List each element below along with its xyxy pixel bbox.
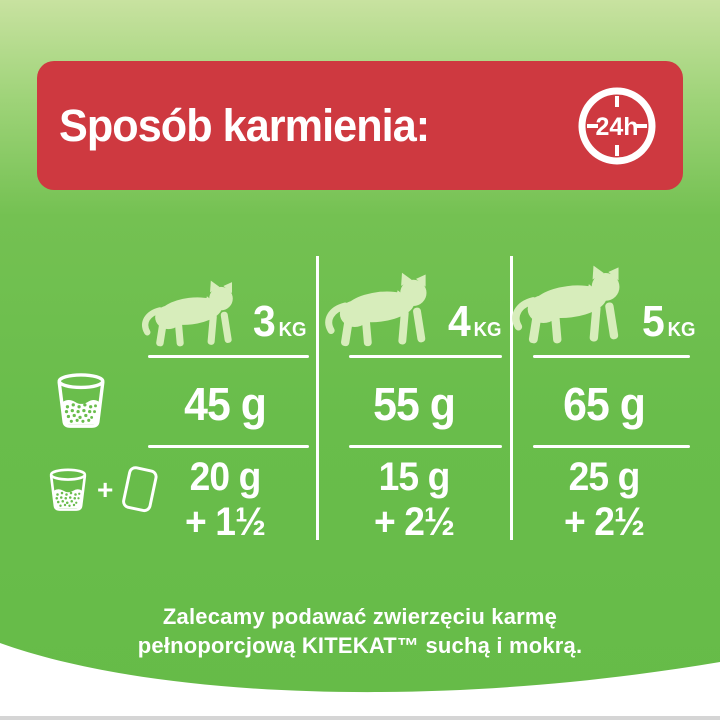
weight-label: 5 KG [641, 296, 695, 346]
bottom-edge-line [0, 716, 720, 720]
weight-unit: KG [473, 319, 502, 341]
weight-label: 3 KG [253, 296, 307, 346]
cat-silhouette-icon [141, 279, 243, 348]
weight-unit: KG [667, 319, 695, 341]
weight-value: 5 [641, 296, 665, 346]
mixed-pouch-amount: + 1½ [184, 500, 266, 544]
footer-note: Zalecamy podawać zwierzęciu karmę pełnop… [0, 602, 720, 660]
mixed-pouch-amount: + 2½ [373, 500, 455, 544]
footer-line-1: Zalecamy podawać zwierzęciu karmę [162, 604, 558, 629]
column-divider-2 [510, 256, 513, 540]
cat-silhouette-icon [324, 271, 438, 348]
mixed-pouch-amount: + 2½ [563, 500, 645, 544]
weight-unit: KG [278, 319, 307, 341]
row-divider [349, 445, 502, 448]
bottom-curve [0, 643, 720, 720]
mixed-amount-cell-4kg: 15 g + 2½ [317, 455, 511, 544]
weight-value: 3 [253, 296, 276, 346]
column-divider-1 [316, 256, 319, 540]
row-divider [148, 355, 309, 358]
dry-amount-cell-5kg: 65 g [511, 362, 697, 446]
header-panel: Sposób karmienia: 24h [37, 61, 683, 190]
cat-silhouette-icon [511, 261, 632, 348]
mixed-dry-amount: 15 g [378, 455, 451, 500]
mixed-dry-amount: 20 g [189, 455, 262, 500]
page-title: Sposób karmienia: [59, 99, 430, 151]
24h-clock-icon: 24h [578, 87, 656, 164]
mixed-amount-cell-5kg: 25 g + 2½ [511, 455, 697, 544]
row-divider [148, 445, 309, 448]
weight-value: 4 [448, 296, 471, 346]
kibble-cup-icon [50, 372, 112, 430]
mixed-amount-cell-3kg: 20 g + 1½ [133, 455, 317, 544]
row-divider [533, 445, 690, 448]
footer-line-2: pełnoporcjową KITEKAT™ suchą i mokrą. [137, 633, 583, 659]
mixed-feeding-icons: + [44, 462, 160, 518]
kibble-cup-icon [44, 464, 92, 516]
plus-icon: + [97, 474, 114, 505]
dry-amount: 45 g [184, 378, 267, 430]
24h-badge-label: 24h [595, 113, 638, 141]
mixed-dry-amount: 25 g [568, 455, 641, 500]
weight-label: 4 KG [448, 296, 502, 346]
weight-cell-3kg: 3 KG [133, 252, 317, 348]
row-divider [533, 355, 690, 358]
dry-amount: 55 g [373, 378, 456, 430]
dry-amount-cell-3kg: 45 g [133, 362, 317, 446]
weight-cell-4kg: 4 KG [317, 252, 511, 348]
row-divider [349, 355, 502, 358]
weight-cell-5kg: 5 KG [511, 252, 697, 348]
dry-amount: 65 g [563, 378, 646, 430]
dry-amount-cell-4kg: 55 g [317, 362, 511, 446]
